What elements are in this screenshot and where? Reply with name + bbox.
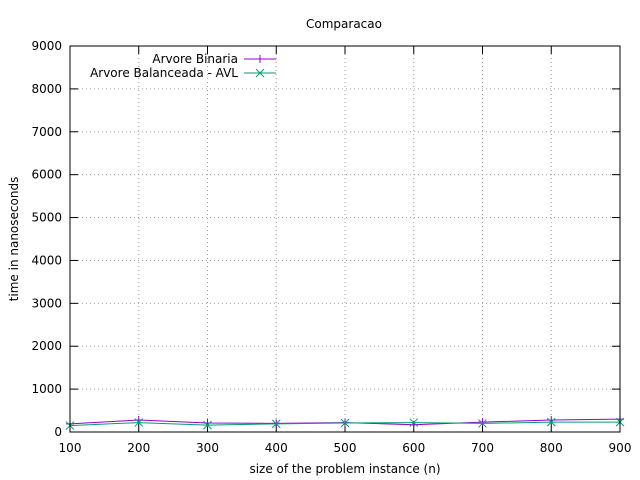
data-point bbox=[203, 420, 212, 430]
y-tick-label: 3000 bbox=[31, 296, 62, 310]
x-axis-title: size of the problem instance (n) bbox=[249, 462, 440, 476]
x-tick-label: 400 bbox=[265, 441, 288, 455]
data-point bbox=[409, 418, 419, 427]
data-point bbox=[271, 419, 281, 429]
y-tick-label: 8000 bbox=[31, 82, 62, 96]
y-tick-label: 9000 bbox=[31, 39, 62, 53]
y-tick-label: 7000 bbox=[31, 125, 62, 139]
plot-border bbox=[69, 45, 621, 433]
chart-title: Comparacao bbox=[306, 17, 382, 31]
data-point bbox=[546, 417, 556, 427]
x-tick-label: 800 bbox=[540, 441, 563, 455]
x-tick-label: 900 bbox=[609, 441, 632, 455]
data-point bbox=[340, 418, 350, 428]
x-tick-label: 500 bbox=[334, 441, 357, 455]
y-tick-label: 5000 bbox=[31, 211, 62, 225]
x-tick-label: 200 bbox=[127, 441, 150, 455]
x-tick-label: 300 bbox=[196, 441, 219, 455]
y-tick-label: 4000 bbox=[31, 253, 62, 267]
y-tick-label: 0 bbox=[54, 425, 62, 439]
legend-marker bbox=[255, 68, 265, 78]
y-tick-label: 2000 bbox=[31, 339, 62, 353]
legend-label: Arvore Balanceada - AVL bbox=[90, 66, 238, 80]
data-point bbox=[478, 418, 487, 427]
axis-ticks: 0 1000 2000 3000 4000 5000 6000 7000 8000 9000 100… bbox=[31, 39, 631, 455]
x-tick-label: 600 bbox=[402, 441, 425, 455]
data-point bbox=[134, 418, 144, 427]
legend-label: Arvore Binaria bbox=[152, 52, 238, 66]
grid bbox=[70, 46, 620, 432]
y-axis-title: time in nanoseconds bbox=[7, 177, 21, 302]
y-tick-label: 6000 bbox=[31, 168, 62, 182]
x-tick-label: 700 bbox=[471, 441, 494, 455]
data-point bbox=[478, 419, 487, 428]
y-tick-label: 1000 bbox=[31, 382, 62, 396]
x-tick-label: 100 bbox=[59, 441, 82, 455]
legend-marker bbox=[256, 55, 264, 63]
